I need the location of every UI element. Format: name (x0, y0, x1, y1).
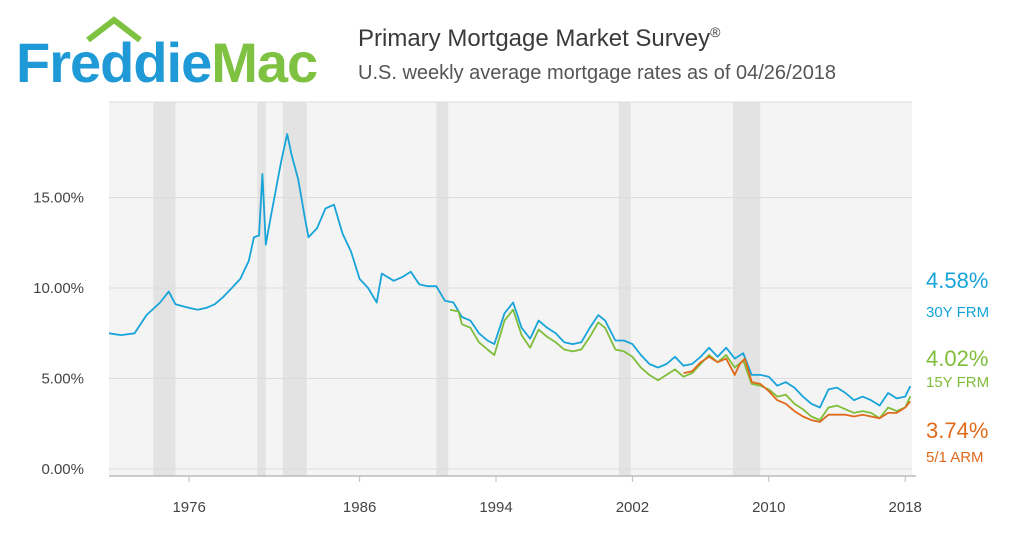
y-tick-label: 15.00% (33, 190, 84, 207)
x-tick-label: 1976 (172, 499, 205, 516)
freddie-mac-logo: FreddieMac (16, 16, 318, 92)
x-tick-label: 2018 (888, 499, 921, 516)
y-tick-label: 0.00% (41, 461, 84, 478)
series-line-51arm (683, 355, 911, 423)
y-tick-label: 10.00% (33, 280, 84, 297)
latest-rate-label: 15Y FRM (926, 374, 990, 391)
x-tick-label: 2010 (752, 499, 785, 516)
page-subtitle: U.S. weekly average mortgage rates as of… (358, 62, 837, 84)
recession-band (153, 102, 176, 476)
recession-band (282, 102, 307, 476)
recession-band (257, 102, 266, 476)
logo-wordmark: FreddieMac (16, 31, 317, 92)
recession-band (732, 102, 761, 476)
recession-band (436, 102, 449, 476)
x-tick-label: 2002 (616, 499, 649, 516)
latest-rate-label: 5/1 ARM (926, 449, 984, 466)
house-roof-icon (86, 16, 142, 43)
y-tick-label: 5.00% (41, 371, 84, 388)
plot-area (109, 102, 912, 476)
latest-rate-label: 30Y FRM (926, 304, 990, 321)
series-line-15yfrm (449, 308, 912, 422)
x-tick-label: 1994 (479, 499, 512, 516)
latest-rate-value: 4.58% (926, 268, 989, 293)
recession-band (618, 102, 631, 476)
series-line-30yfrm (108, 133, 912, 409)
page-title: Primary Mortgage Market Survey® (358, 24, 721, 52)
latest-rate-value: 3.74% (926, 418, 989, 443)
x-tick-label: 1986 (343, 499, 376, 516)
latest-rate-value: 4.02% (926, 346, 989, 371)
